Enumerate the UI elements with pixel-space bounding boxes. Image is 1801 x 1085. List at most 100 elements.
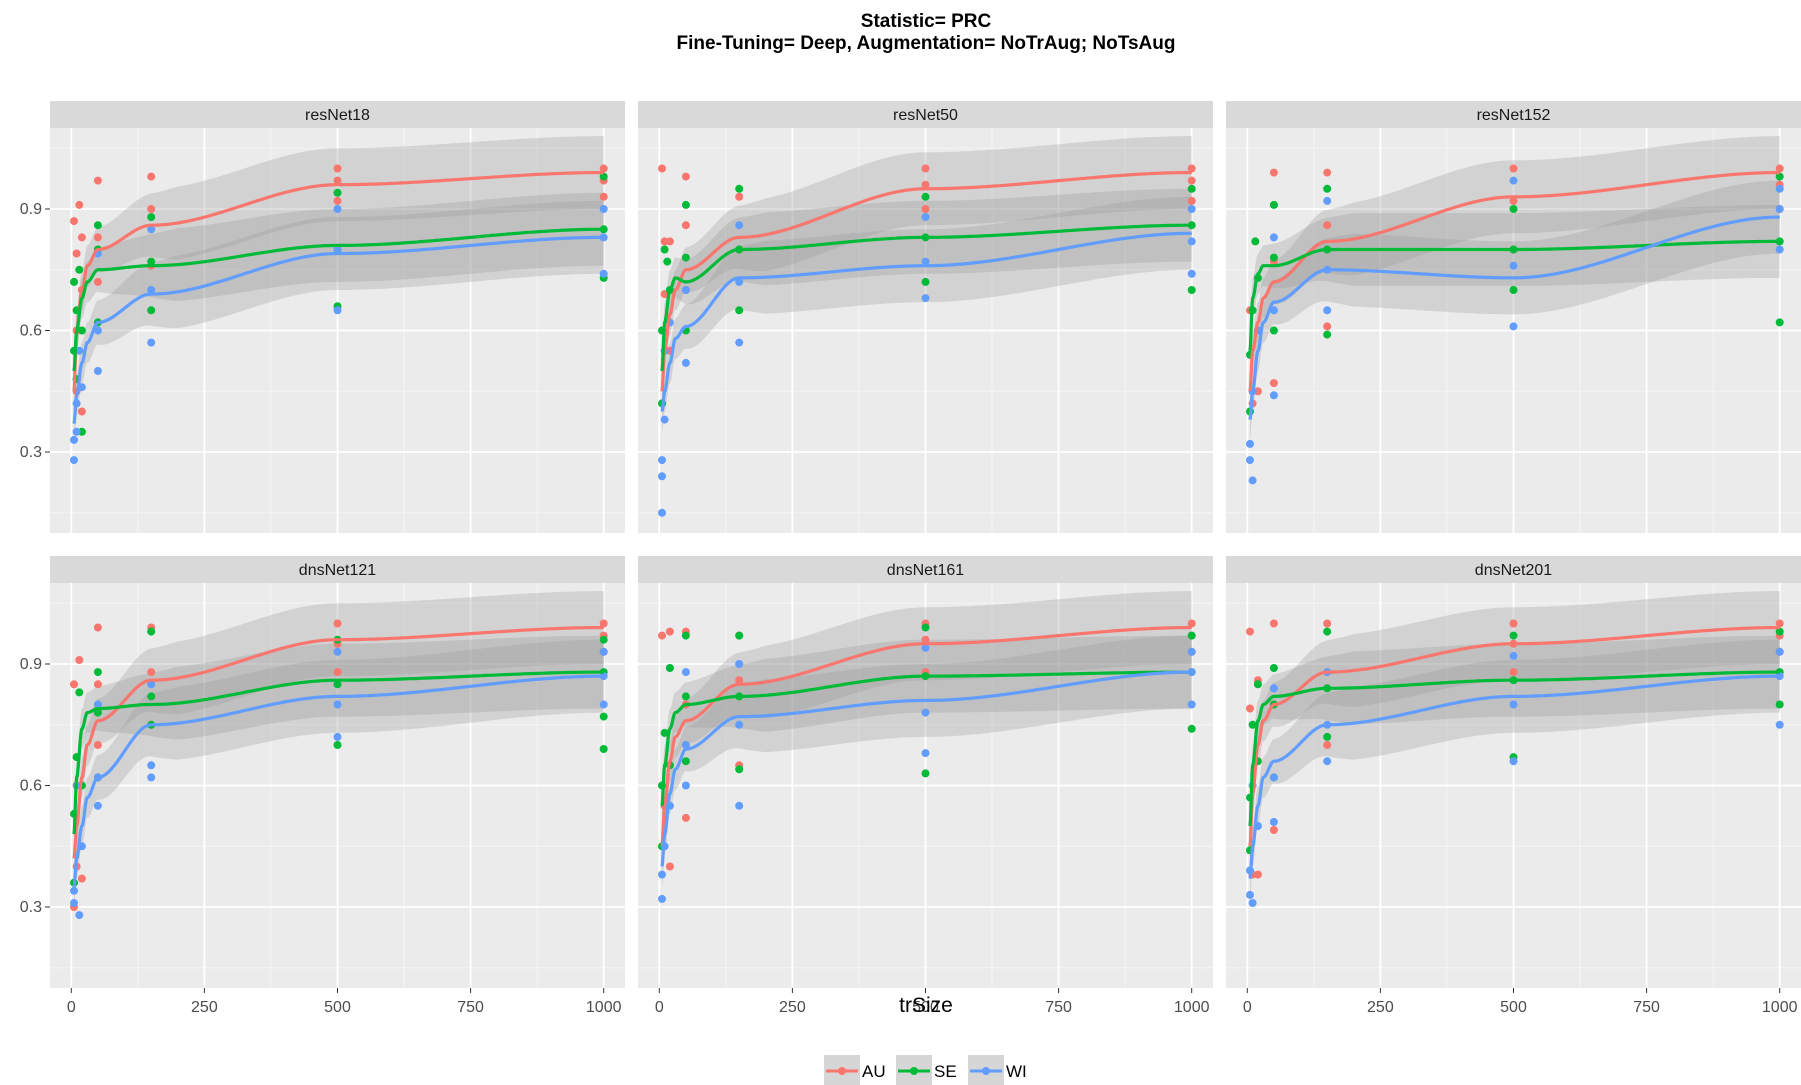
data-point-WI (70, 456, 78, 465)
panel-strip (50, 556, 625, 583)
data-point-SE (333, 741, 342, 749)
legend-key-point (910, 1067, 918, 1075)
data-point-WI (1248, 476, 1257, 485)
y-tick-label: 0.6 (20, 778, 42, 795)
data-point-WI (681, 741, 690, 749)
confidence-band-AU (1250, 136, 1780, 412)
data-point-WI (599, 205, 608, 213)
x-tick-label: 250 (1367, 999, 1394, 1016)
data-point-WI (1509, 322, 1518, 331)
data-point-WI (1246, 890, 1254, 899)
data-point-SE (147, 692, 156, 701)
data-point-AU (1323, 741, 1332, 749)
trend-line-SE (660, 670, 1192, 806)
data-point-AU (1323, 619, 1332, 628)
data-point-AU (599, 192, 608, 201)
data-point-SE (147, 213, 156, 222)
data-point-SE (1775, 627, 1784, 636)
x-tick-label: 500 (912, 999, 939, 1016)
trend-line-SE (660, 223, 1192, 372)
data-point-AU (77, 233, 86, 242)
data-point-WI (333, 306, 342, 315)
data-point-WI (333, 700, 342, 709)
data-point-WI (1187, 700, 1196, 709)
data-point-WI (599, 647, 608, 656)
x-tick-label: 500 (324, 999, 351, 1016)
data-point-AU (93, 233, 102, 242)
data-point-WI (1775, 720, 1784, 729)
data-point-SE (1509, 205, 1518, 213)
data-point-SE (1775, 172, 1784, 181)
data-point-WI (921, 294, 930, 303)
data-point-WI (333, 732, 342, 741)
data-point-AU (1187, 619, 1196, 628)
data-point-WI (333, 205, 342, 213)
data-point-WI (681, 286, 690, 294)
data-point-WI (599, 269, 608, 278)
panel-strip (1226, 101, 1801, 128)
legend-key-point (982, 1067, 990, 1075)
trend-line-WI (660, 670, 1192, 867)
data-point-WI (333, 647, 342, 656)
data-point-WI (1187, 237, 1196, 246)
x-axis-title: trSize (899, 994, 953, 1017)
trend-line-SE (1248, 670, 1780, 827)
confidence-band-AU (74, 136, 604, 412)
trend-line-AU (72, 625, 604, 859)
x-tick-label: 0 (67, 999, 76, 1016)
data-point-WI (681, 668, 690, 677)
confidence-band-WI (662, 196, 1192, 432)
legend-label: SE (934, 1062, 957, 1081)
trend-line-AU (1248, 625, 1780, 847)
data-point-WI (147, 680, 156, 689)
data-point-SE (1269, 326, 1278, 335)
panel-strip-label: resNet18 (305, 107, 370, 124)
data-point-WI (93, 367, 102, 375)
confidence-band-AU (74, 591, 604, 879)
data-point-AU (333, 668, 342, 677)
data-point-WI (1775, 647, 1784, 656)
data-point-WI (1775, 205, 1784, 213)
data-point-AU (1269, 826, 1278, 834)
data-point-WI (70, 899, 78, 907)
data-point-AU (658, 631, 666, 640)
data-point-AU (665, 237, 674, 246)
data-point-SE (1509, 631, 1518, 640)
confidence-band-AU (1250, 591, 1780, 867)
data-point-WI (1269, 233, 1278, 242)
data-point-WI (735, 660, 744, 668)
y-tick-label: 0.3 (20, 899, 42, 916)
data-point-SE (921, 192, 930, 201)
data-point-WI (1509, 700, 1518, 709)
data-point-AU (735, 676, 744, 685)
panel-dnsNet121: dnsNet121 0 250 500 750 1000 0.3 0.6 0.9 (20, 556, 625, 1016)
panel-strip (50, 101, 625, 128)
data-point-AU (1509, 668, 1518, 677)
data-point-AU (665, 862, 674, 871)
data-point-SE (1323, 330, 1332, 339)
data-point-WI (1269, 818, 1278, 826)
data-point-SE (681, 692, 690, 701)
panel-strip-label: dnsNet121 (299, 562, 376, 579)
data-point-AU (658, 164, 666, 173)
trend-line-WI (72, 235, 604, 424)
confidence-band-SE (74, 635, 604, 855)
data-point-AU (1323, 322, 1332, 331)
confidence-band-WI (74, 639, 604, 907)
data-point-SE (1323, 627, 1332, 636)
data-point-AU (93, 277, 102, 286)
data-point-AU (681, 813, 690, 822)
data-point-AU (147, 205, 156, 213)
data-point-AU (70, 217, 78, 226)
data-point-SE (735, 765, 744, 774)
data-point-AU (147, 668, 156, 677)
confidence-band-AU (662, 591, 1192, 867)
data-point-SE (660, 728, 669, 737)
panel-strip (638, 556, 1213, 583)
data-point-WI (1509, 176, 1518, 185)
data-point-SE (665, 664, 674, 672)
data-point-SE (921, 769, 930, 778)
y-tick-label: 0.9 (20, 201, 42, 218)
data-point-SE (333, 680, 342, 689)
data-point-AU (599, 164, 608, 173)
